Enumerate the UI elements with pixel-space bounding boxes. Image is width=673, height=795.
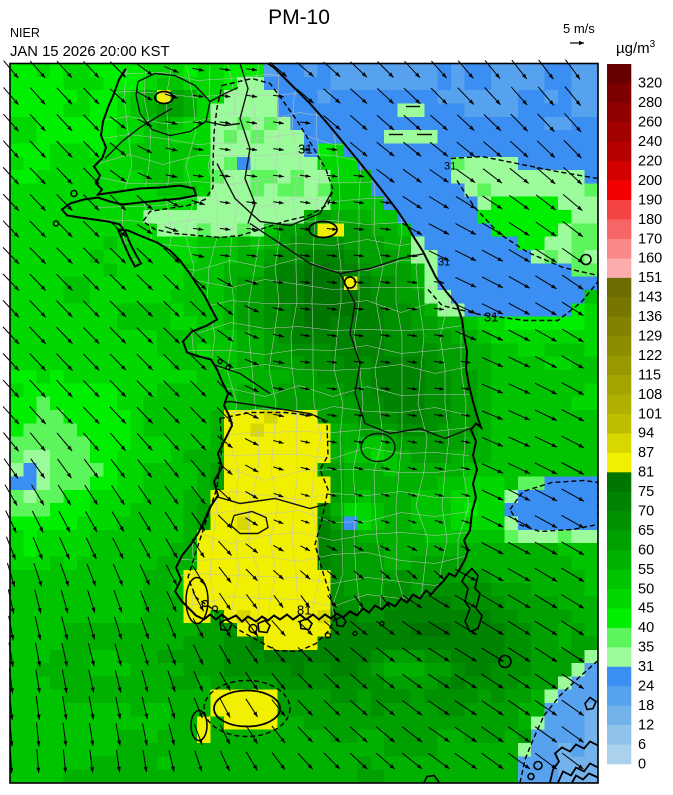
svg-text:JAN 15 2026 20:00 KST: JAN 15 2026 20:00 KST — [10, 44, 170, 60]
svg-text:5 m/s: 5 m/s — [563, 21, 595, 36]
svg-text:280: 280 — [638, 95, 662, 111]
svg-text:18: 18 — [638, 698, 654, 714]
svg-text:136: 136 — [638, 309, 662, 325]
svg-text:31: 31 — [444, 161, 456, 173]
svg-text:151: 151 — [638, 270, 662, 286]
svg-text:81: 81 — [638, 465, 654, 481]
svg-text:55: 55 — [638, 562, 654, 578]
svg-text:31: 31 — [484, 310, 498, 325]
svg-text:6: 6 — [638, 737, 646, 753]
svg-text:µg/m3: µg/m3 — [616, 39, 656, 57]
svg-text:75: 75 — [638, 484, 654, 500]
svg-text:81: 81 — [297, 603, 311, 618]
svg-text:87: 87 — [638, 445, 654, 461]
svg-text:24: 24 — [638, 679, 654, 695]
svg-text:129: 129 — [638, 329, 662, 345]
svg-text:180: 180 — [638, 212, 662, 228]
svg-text:240: 240 — [638, 134, 662, 150]
svg-text:50: 50 — [638, 581, 654, 597]
svg-text:31: 31 — [638, 659, 654, 675]
svg-text:220: 220 — [638, 154, 662, 170]
svg-text:170: 170 — [638, 231, 662, 247]
svg-text:260: 260 — [638, 115, 662, 131]
svg-text:94: 94 — [638, 426, 654, 442]
svg-text:NIER: NIER — [10, 26, 40, 40]
svg-text:35: 35 — [638, 640, 654, 656]
svg-text:200: 200 — [638, 173, 662, 189]
svg-text:PM-10: PM-10 — [268, 6, 330, 29]
svg-text:45: 45 — [638, 601, 654, 617]
svg-text:122: 122 — [638, 348, 662, 364]
svg-text:108: 108 — [638, 387, 662, 403]
svg-text:101: 101 — [638, 406, 662, 422]
svg-text:190: 190 — [638, 192, 662, 208]
svg-text:0: 0 — [638, 756, 646, 772]
svg-text:143: 143 — [638, 290, 662, 306]
svg-text:115: 115 — [638, 367, 661, 383]
svg-text:65: 65 — [638, 523, 654, 539]
svg-text:12: 12 — [638, 717, 654, 733]
svg-text:40: 40 — [638, 620, 654, 636]
svg-text:70: 70 — [638, 504, 654, 520]
svg-text:320: 320 — [638, 76, 662, 92]
svg-text:60: 60 — [638, 542, 654, 558]
svg-text:160: 160 — [638, 251, 662, 267]
